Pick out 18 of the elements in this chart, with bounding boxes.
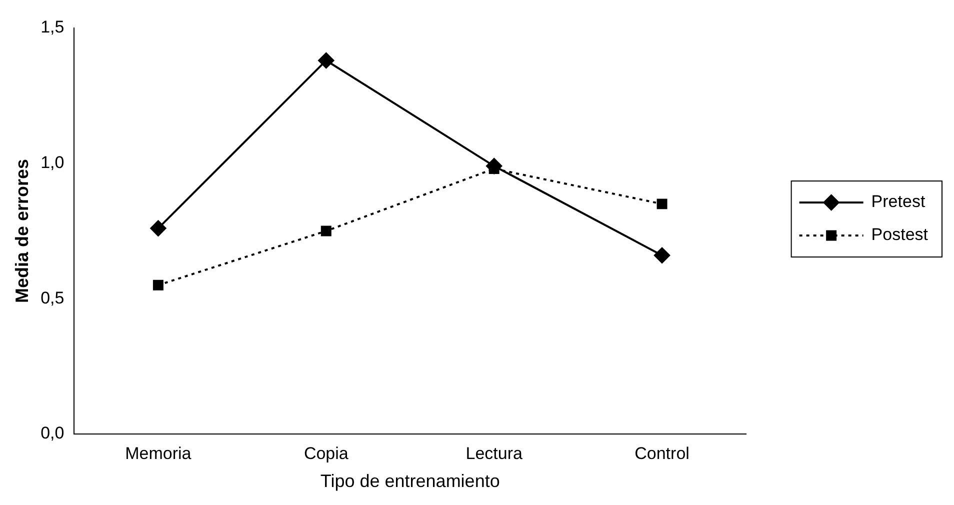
legend-label: Pretest xyxy=(871,192,926,212)
point xyxy=(318,52,334,68)
x-tick-label: Control xyxy=(634,444,690,463)
x-axis-title: Tipo de entrenamiento xyxy=(320,471,500,492)
point xyxy=(654,247,670,264)
point xyxy=(320,226,332,236)
x-tick-label: Lectura xyxy=(466,444,523,463)
y-tick-label: 1,5 xyxy=(40,18,64,37)
x-tick-label: Copia xyxy=(304,444,349,463)
point xyxy=(656,198,668,210)
point xyxy=(152,280,164,290)
x-tick-label: Memoria xyxy=(125,444,192,463)
y-tick-label: 1,0 xyxy=(40,153,64,172)
y-tick-label: 0,5 xyxy=(40,288,64,308)
y-axis-title: Media de errores xyxy=(12,158,32,304)
point xyxy=(150,220,166,236)
y-tick-label: 0,0 xyxy=(40,424,64,443)
legend-label: Postest xyxy=(871,225,928,244)
